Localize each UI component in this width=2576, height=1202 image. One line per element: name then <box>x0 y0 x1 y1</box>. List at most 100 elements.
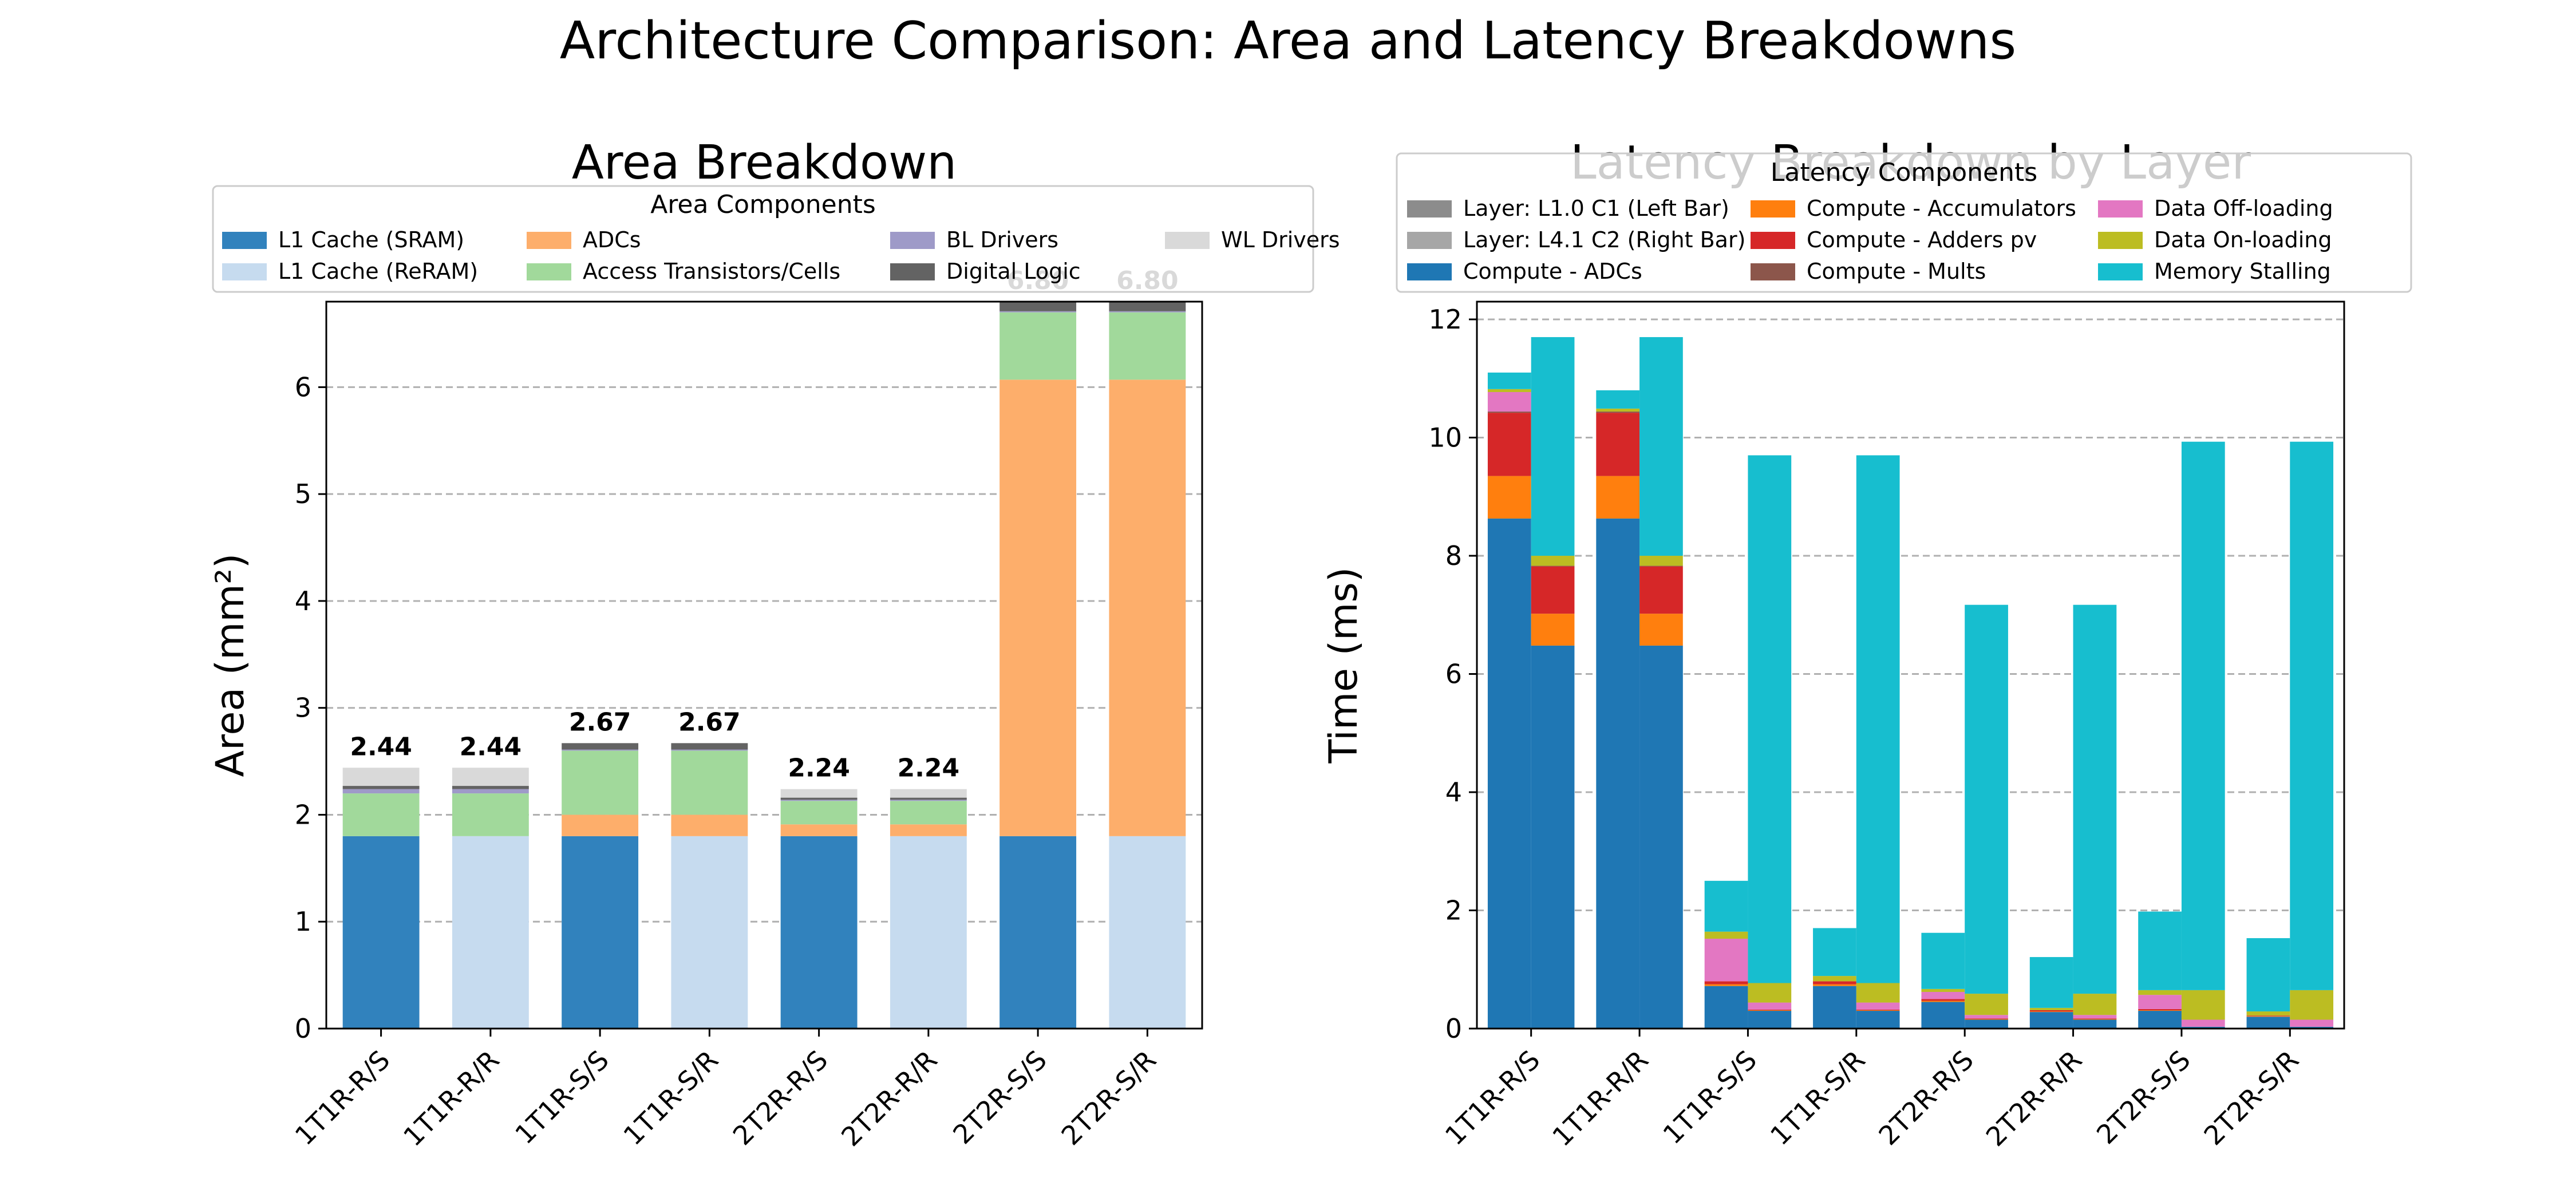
latency-bar-segment <box>1531 555 1575 566</box>
area-bar-segment <box>1109 302 1186 311</box>
area-bar-segment <box>890 824 967 836</box>
latency-bar-segment <box>1531 566 1575 567</box>
latency-bar-segment <box>1704 880 1748 932</box>
latency-bar-segment <box>2246 1015 2290 1017</box>
latency-bar-segment <box>1813 928 1856 976</box>
latency-bar-segment <box>1596 390 1640 409</box>
area-y-tick-label: 5 <box>295 479 311 509</box>
latency-bar-segment <box>1748 1010 1792 1011</box>
latency-bar-segment <box>2073 1018 2117 1019</box>
latency-y-tick-label: 4 <box>1445 777 1462 808</box>
latency-legend-label: Compute - ADCs <box>1463 259 1642 284</box>
area-bar-segment <box>999 379 1077 836</box>
area-bar-segment <box>562 749 639 751</box>
latency-legend-label: Layer: L4.1 C2 (Right Bar) <box>1463 227 1745 252</box>
area-total-label: 2.24 <box>898 754 960 783</box>
area-y-tick-label: 4 <box>295 586 311 616</box>
latency-x-tick-label: 2T2R-R/R <box>1980 1045 2088 1153</box>
latency-bar-segment <box>1856 455 1900 983</box>
area-bar-segment <box>671 814 748 836</box>
latency-bar-segment <box>1639 645 1683 1029</box>
area-x-tick-label: 2T2R-R/S <box>727 1045 834 1152</box>
latency-bar-segment <box>2290 990 2334 1020</box>
latency-bar-segment <box>2029 1010 2073 1012</box>
latency-legend-label: Compute - Adders pv <box>1807 227 2037 252</box>
area-bar-segment <box>562 750 639 815</box>
area-bar-segment <box>890 800 967 801</box>
area-bar-segment <box>780 789 858 798</box>
latency-bar-segment <box>2029 1011 2073 1013</box>
latency-bar-segment <box>1596 518 1640 1029</box>
area-bar-segment <box>452 786 529 789</box>
latency-breakdown-chart: Latency Breakdown by Layer0246810121T1R-… <box>1321 136 2412 1153</box>
area-legend-swatch <box>1165 232 1210 249</box>
latency-bar-segment <box>1921 932 1965 989</box>
latency-bar-segment <box>2138 995 2182 1009</box>
area-legend-swatch <box>527 232 571 249</box>
latency-bar-segment <box>2073 604 2117 994</box>
area-legend-swatch <box>222 263 267 280</box>
latency-bar-segment <box>1531 645 1575 1029</box>
area-bar-segment <box>780 824 858 836</box>
latency-y-tick-label: 10 <box>1428 422 1462 453</box>
latency-x-tick-label: 1T1R-S/R <box>1764 1045 1871 1152</box>
latency-bar-segment <box>1487 372 1531 389</box>
area-bar-segment <box>780 800 858 801</box>
latency-y-tick-label: 2 <box>1445 895 1462 926</box>
latency-bar-segment <box>2073 1015 2117 1019</box>
area-y-axis-label: Area (mm²) <box>208 553 253 777</box>
area-legend-title: Area Components <box>650 190 876 219</box>
latency-legend-swatch <box>2098 232 2143 249</box>
latency-legend: Latency Components Layer: L1.0 C1 (Left B… <box>1396 152 2412 293</box>
area-bar-segment <box>452 793 529 836</box>
latency-y-tick-label: 8 <box>1445 540 1462 571</box>
latency-y-axis-label: Time (ms) <box>1321 567 1366 764</box>
latency-bar-segment <box>2138 1009 2182 1010</box>
area-chart-title: Area Breakdown <box>572 136 957 190</box>
area-bar-segment <box>671 836 748 1029</box>
area-bar-segment <box>562 836 639 1029</box>
latency-bar-segment <box>2246 1016 2290 1017</box>
latency-y-tick-label: 6 <box>1445 658 1462 689</box>
latency-plot-frame <box>1476 300 2345 1030</box>
latency-bar-segment <box>1813 984 1856 986</box>
latency-y-tick-label: 0 <box>1445 1013 1462 1044</box>
latency-x-tick-label: 1T1R-R/R <box>1546 1045 1654 1153</box>
area-legend-label: BL Drivers <box>946 227 1058 252</box>
latency-bar-segment <box>1596 412 1640 413</box>
latency-bar-segment <box>2138 911 2182 990</box>
area-plot-frame <box>325 300 1203 1030</box>
latency-bar-segment <box>2181 441 2225 990</box>
latency-legend-label: Data Off-loading <box>2154 196 2333 221</box>
latency-bar-segment <box>1704 931 1748 939</box>
area-bar-segment <box>999 311 1077 313</box>
latency-bar-segment <box>1487 392 1531 412</box>
area-legend-swatch <box>890 232 935 249</box>
latency-bar-segment <box>1856 1011 1900 1029</box>
latency-bar-segment <box>1531 337 1575 556</box>
area-bar-segment <box>999 836 1077 1029</box>
latency-legend-title: Latency Components <box>1771 158 2037 187</box>
area-bar-segment <box>780 801 858 825</box>
latency-bar-segment <box>1639 555 1683 566</box>
latency-bar-segment <box>1748 1011 1792 1029</box>
latency-bar-segment <box>1704 981 1748 984</box>
latency-bar-segment <box>2138 990 2182 995</box>
area-bar-segment <box>342 793 420 836</box>
latency-bar-segment <box>1921 999 1965 1001</box>
latency-legend-box <box>1396 152 2412 293</box>
area-legend-swatch <box>222 232 267 249</box>
area-x-tick-label: 1T1R-S/S <box>509 1045 615 1150</box>
latency-x-tick-label: 1T1R-R/S <box>1439 1045 1546 1152</box>
latency-bar-segment <box>1856 983 1900 1003</box>
latency-bar-segment <box>1487 412 1531 413</box>
latency-bar-segment <box>2138 1011 2182 1029</box>
latency-bar-segment <box>2029 1007 2073 1010</box>
latency-legend-label: Layer: L1.0 C1 (Left Bar) <box>1463 196 1729 221</box>
latency-x-tick-label: 2T2R-S/S <box>2091 1045 2196 1150</box>
area-x-tick-label: 2T2R-S/R <box>1055 1045 1162 1152</box>
latency-legend-label: Memory Stalling <box>2154 259 2331 284</box>
latency-y-tick-label: 12 <box>1428 304 1462 335</box>
area-legend-label: L1 Cache (ReRAM) <box>278 259 478 284</box>
latency-bar-segment <box>1965 1018 2008 1019</box>
